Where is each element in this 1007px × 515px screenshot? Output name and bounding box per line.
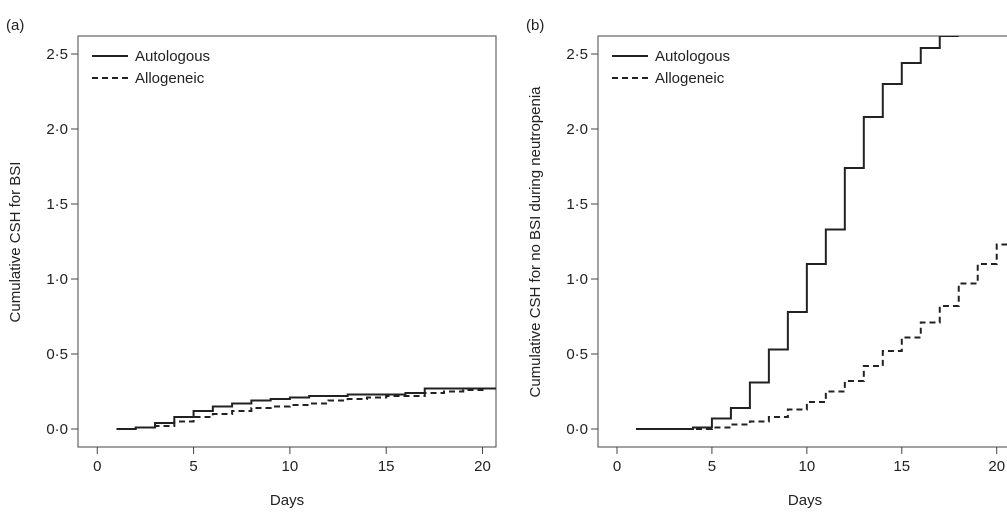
panel-a-y-tick-label-4: 2·0 (46, 121, 68, 138)
panel-b-series-allogeneic (635, 243, 1007, 430)
panel-b-label: (b) (526, 17, 544, 34)
panel-a-plot-frame (77, 35, 497, 448)
panel-a-legend: Autologous Allogeneic (92, 48, 210, 87)
panel-b-legend-autologous-label: Autologous (655, 48, 730, 65)
panel-a: (a) 0 5 10 15 20 0·0 0·5 1·0 1·5 2·0 2·5 Autologo… (6, 17, 497, 509)
panel-b-x-ticks: 0 5 10 15 20 (613, 447, 1005, 475)
panel-a-x-tick-label-10: 10 (282, 458, 299, 475)
panel-a-x-tick-label-20: 20 (474, 458, 491, 475)
panel-b: (b) 0 5 10 15 20 0·0 0·5 1·0 1·5 2·0 2·5 Autologo… (526, 17, 1007, 509)
panel-b-lines (635, 36, 1007, 430)
panel-a-series-allogeneic (116, 387, 496, 430)
panel-a-x-axis-label: Days (270, 492, 304, 509)
panel-a-y-tick-label-0: 0·0 (46, 421, 68, 438)
panel-b-y-tick-label-2: 1·0 (566, 271, 588, 288)
panel-a-label: (a) (6, 17, 24, 34)
panel-b-y-ticks: 0·0 0·5 1·0 1·5 2·0 2·5 (566, 46, 598, 438)
panel-b-x-tick-label-0: 0 (613, 458, 621, 475)
panel-a-x-tick-label-0: 0 (93, 458, 101, 475)
panel-b-x-tick-label-20: 20 (988, 458, 1005, 475)
panel-b-legend: Autologous Allogeneic (612, 48, 730, 87)
panel-b-y-tick-label-4: 2·0 (566, 121, 588, 138)
panel-b-legend-allogeneic-label: Allogeneic (655, 70, 725, 87)
panel-a-x-tick-label-15: 15 (378, 458, 395, 475)
panel-b-x-tick-label-10: 10 (799, 458, 816, 475)
panel-b-y-tick-label-1: 0·5 (566, 346, 588, 363)
panel-b-plot-frame (597, 35, 1007, 448)
panel-b-x-axis-label: Days (788, 492, 822, 509)
panel-a-y-tick-label-2: 1·0 (46, 271, 68, 288)
panel-a-legend-allogeneic-label: Allogeneic (135, 70, 205, 87)
panel-a-x-ticks: 0 5 10 15 20 (93, 447, 491, 475)
panel-a-lines (116, 387, 496, 430)
panel-a-y-tick-label-1: 0·5 (46, 346, 68, 363)
panel-a-y-axis-label: Cumulative CSH for BSI (7, 162, 24, 323)
panel-b-y-axis-label: Cumulative CSH for no BSI during neutrop… (527, 86, 544, 398)
panel-b-x-tick-label-5: 5 (708, 458, 716, 475)
panel-a-y-tick-label-3: 1·5 (46, 196, 68, 213)
panel-b-x-tick-label-15: 15 (893, 458, 910, 475)
panel-a-x-tick-label-5: 5 (189, 458, 197, 475)
panel-b-y-tick-label-0: 0·0 (566, 421, 588, 438)
panel-b-series-autologous (635, 36, 959, 430)
panel-a-legend-autologous-label: Autologous (135, 48, 210, 65)
panel-a-series-autologous (116, 387, 496, 430)
panel-a-y-ticks: 0·0 0·5 1·0 1·5 2·0 2·5 (46, 46, 78, 438)
panel-b-y-tick-label-3: 1·5 (566, 196, 588, 213)
panel-a-y-tick-label-5: 2·5 (46, 46, 68, 63)
panel-b-y-tick-label-5: 2·5 (566, 46, 588, 63)
